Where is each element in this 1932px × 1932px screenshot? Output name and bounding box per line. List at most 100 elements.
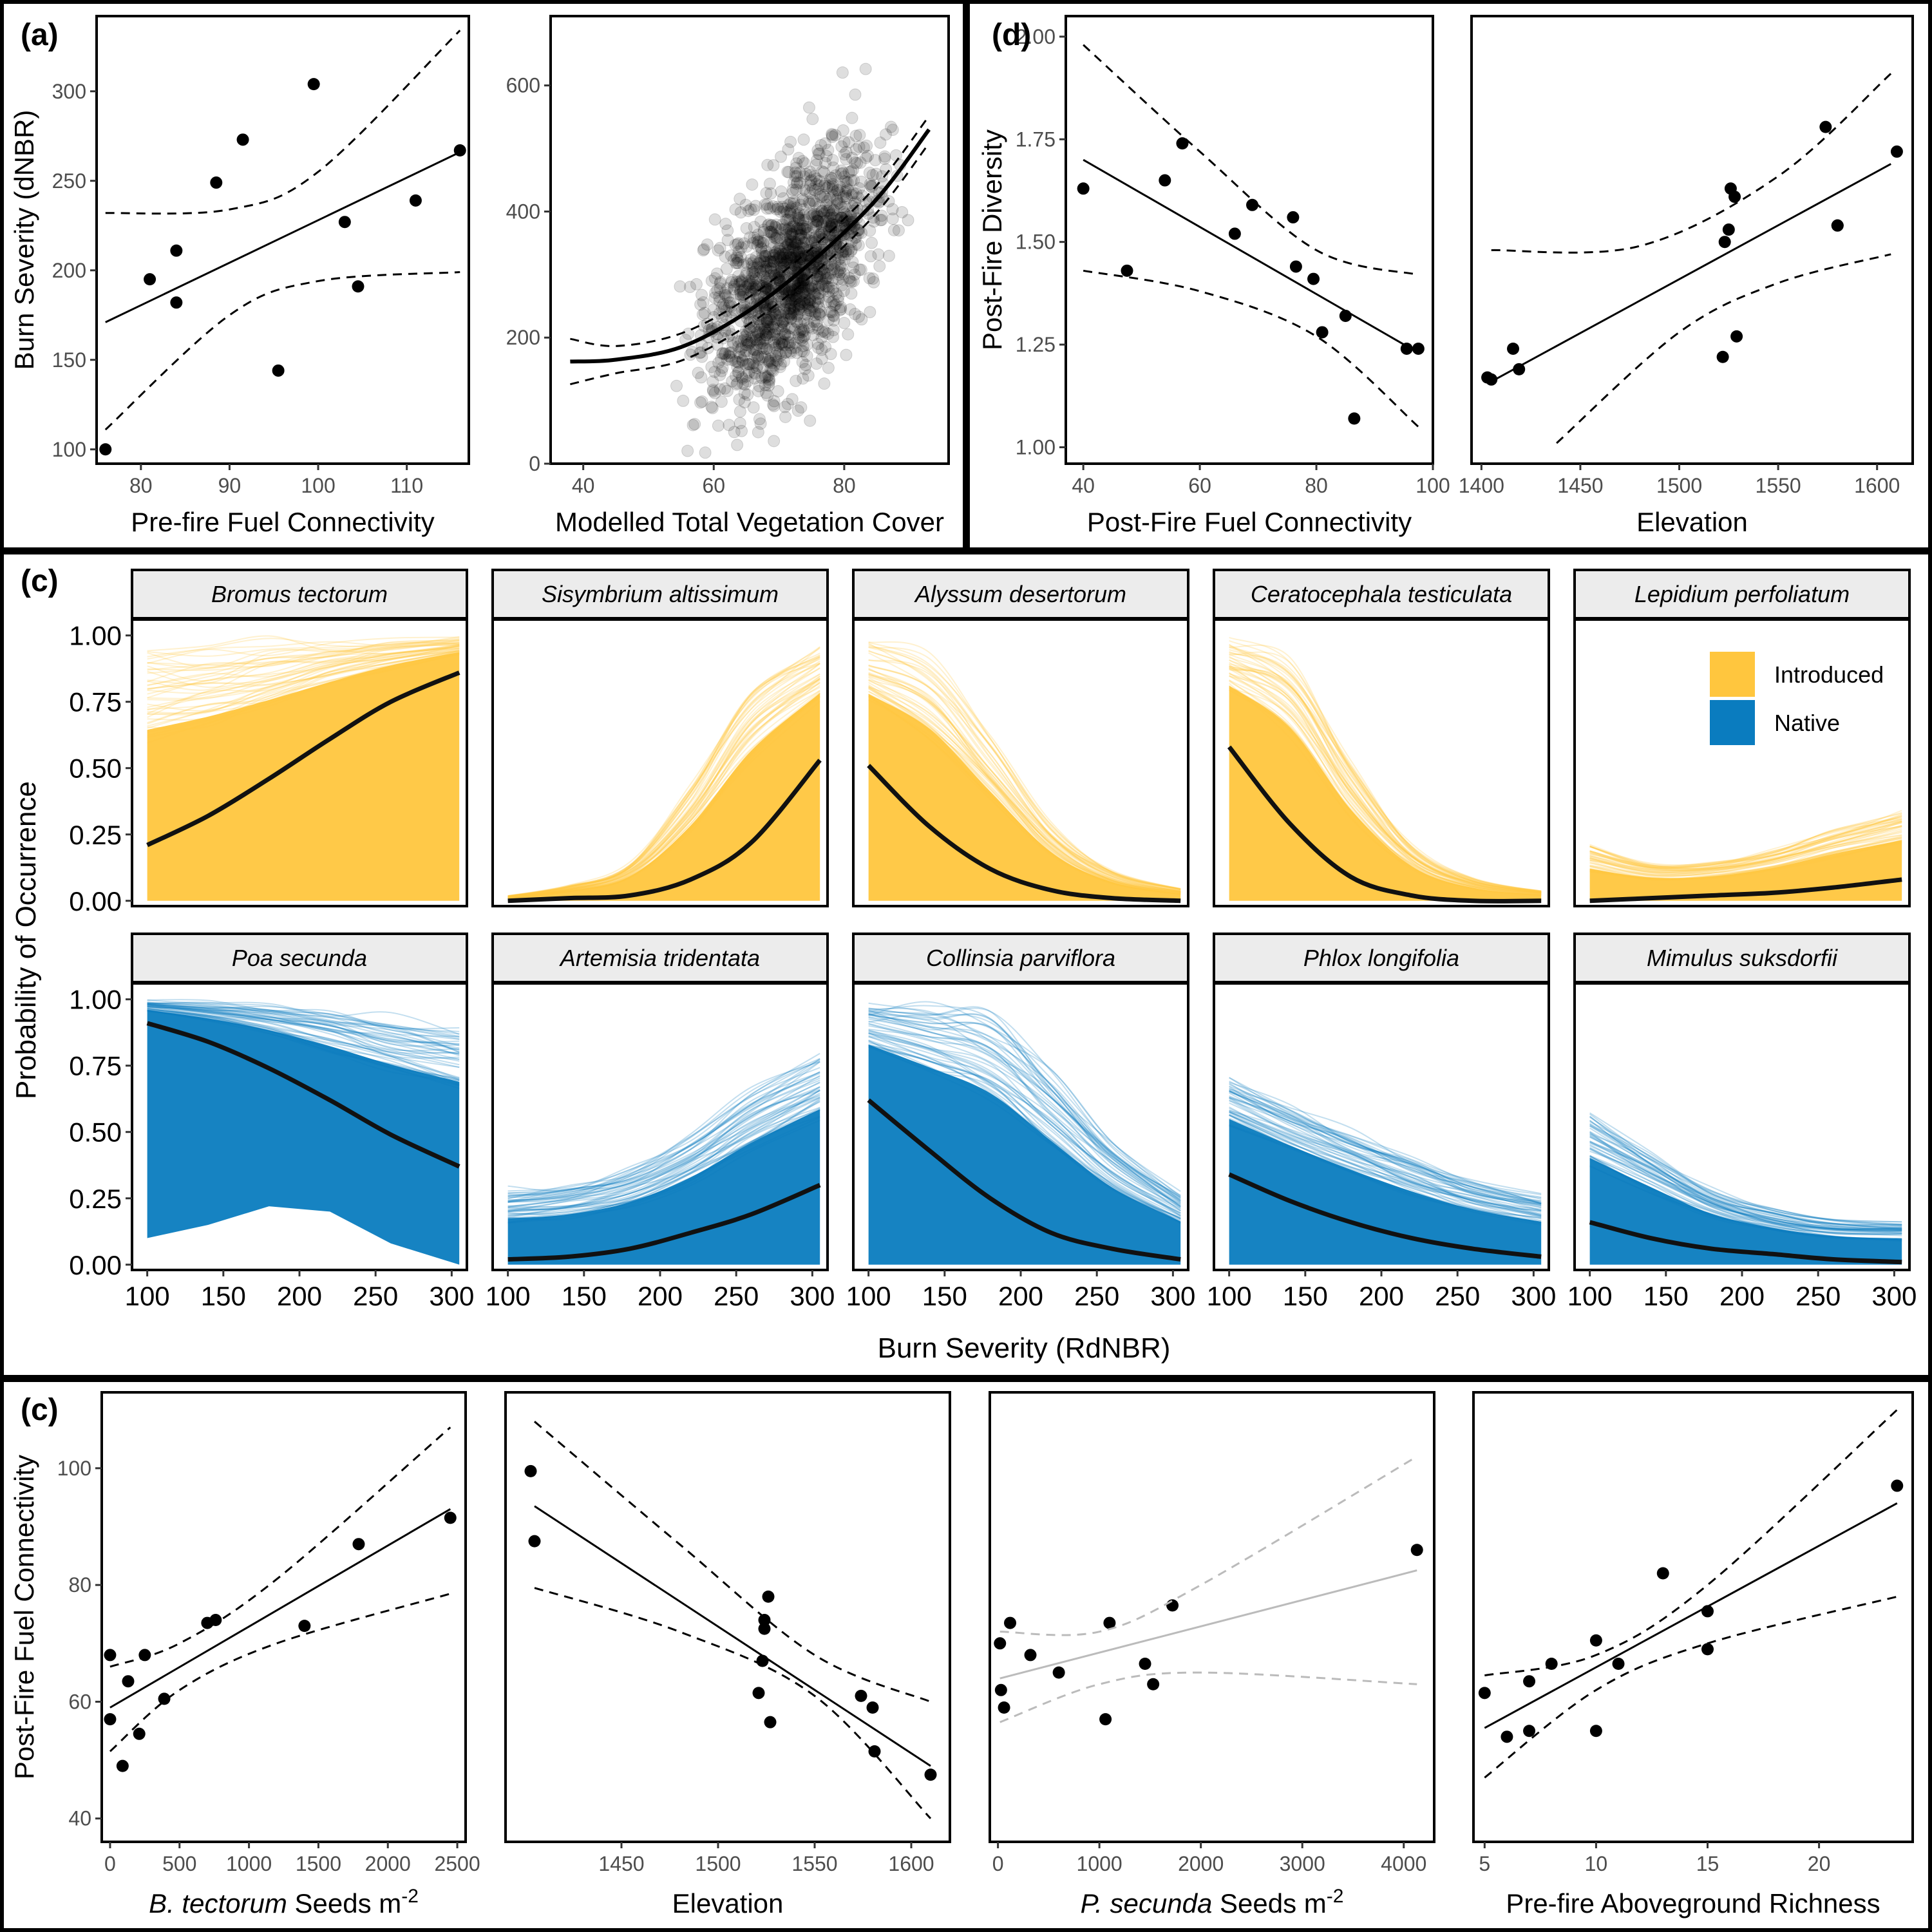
data-point [705,401,718,413]
data-point [802,301,815,314]
data-point [797,133,810,146]
data-point [772,385,784,398]
data-point [800,226,813,239]
data-point [765,225,778,238]
data-point [759,386,772,399]
data-point [785,321,798,334]
data-point [762,373,775,386]
data-point [170,244,183,257]
data-point [835,140,848,153]
data-point [762,355,775,368]
x-tick-label: 300 [790,1281,835,1311]
data-point [759,325,772,338]
data-point [745,257,758,270]
data-point [795,229,808,242]
data-point [763,327,776,339]
data-point [775,292,788,305]
data-point [1891,1479,1904,1492]
data-point [780,224,793,237]
data-point [777,303,790,316]
x-tick-label: 200 [1359,1281,1404,1311]
data-point [790,346,803,359]
data-point [786,241,799,254]
data-point [758,1614,771,1627]
data-point [779,410,792,423]
data-point [824,305,837,318]
data-point [838,317,851,330]
x-tick-label: 40 [1072,474,1095,497]
data-point [886,124,899,137]
x-tick-label: 2000 [1178,1852,1224,1875]
y-tick-label: 0.00 [69,1250,122,1280]
data-point [790,315,802,328]
data-point [766,200,779,213]
data-point [828,204,840,217]
data-point [760,316,773,329]
data-point [761,389,774,402]
regression-line [105,151,460,323]
data-point [790,177,803,190]
data-point [791,276,804,289]
data-point [827,330,840,343]
data-point [298,1620,311,1633]
data-point [776,316,789,328]
data-point [793,298,806,311]
data-point [811,209,824,222]
data-point [761,342,773,355]
x-axis-label: Pre-fire Fuel Connectivity [131,507,435,537]
data-point [766,357,779,370]
data-point [842,243,855,256]
data-point [811,214,824,227]
data-point [748,279,761,292]
data-point [874,214,887,227]
data-point [755,241,768,254]
data-point [829,212,842,225]
data-point [845,207,858,220]
data-point [741,334,753,346]
data-point [761,303,773,316]
data-point [831,184,844,196]
data-point [714,368,726,381]
y-tick-label: 1.00 [1016,435,1056,459]
y-tick-label: 200 [506,326,540,349]
data-point [759,323,772,336]
data-point [762,354,775,366]
x-tick-label: 2000 [365,1852,411,1875]
data-point [796,194,809,207]
x-tick-label: 5 [1479,1852,1490,1875]
data-point [744,278,757,290]
data-point [779,241,792,254]
data-point [838,214,851,227]
data-point [852,223,865,236]
data-point [1166,1599,1179,1612]
data-point [758,270,771,283]
data-point [853,140,866,153]
data-point [805,305,818,317]
data-point [828,310,840,323]
data-point [799,223,811,236]
y-tick-label: 0.25 [69,1184,122,1214]
data-point [994,1637,1007,1650]
data-point [708,386,721,399]
data-point [762,249,775,261]
data-point [725,276,738,289]
data-point [757,337,770,350]
data-point [723,350,735,363]
data-point [835,164,848,177]
x-tick-label: 1500 [296,1852,341,1875]
data-point [784,206,797,219]
data-point [779,248,791,261]
data-point [747,357,760,370]
data-point [1287,211,1300,223]
data-point [806,194,819,207]
data-point [782,143,795,156]
data-point [708,213,721,226]
data-point [872,248,885,261]
data-point [822,285,835,298]
data-point [730,250,743,263]
x-tick-label: 150 [1643,1281,1689,1311]
data-point [769,342,782,355]
data-point [793,298,806,310]
data-point [789,236,802,249]
